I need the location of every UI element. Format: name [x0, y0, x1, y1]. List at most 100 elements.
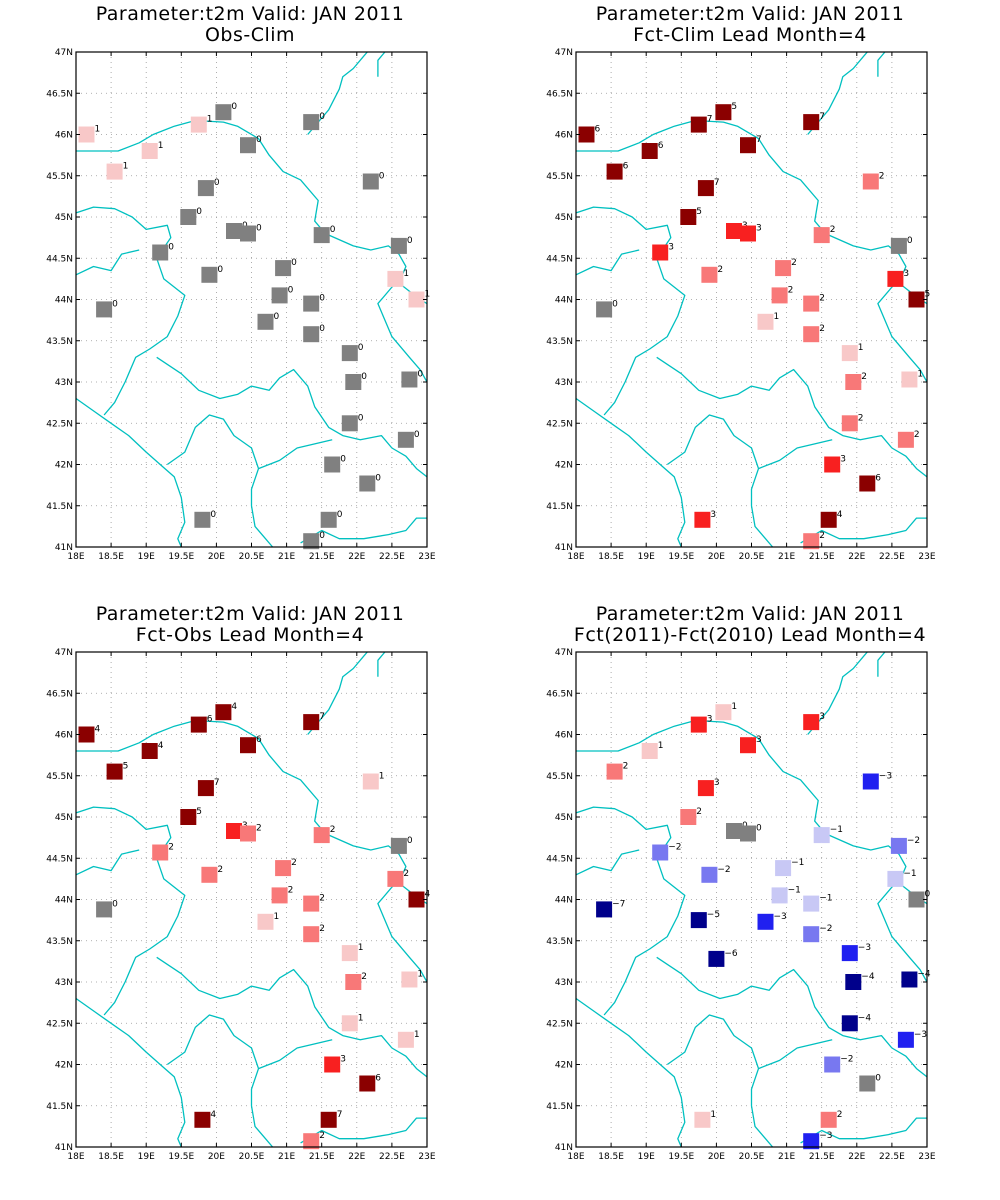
lat-tick-label: 43N	[55, 378, 73, 388]
station-value-label: 5	[696, 207, 702, 217]
station-marker	[820, 511, 837, 528]
panel-title-line2: Obs-Clim	[204, 24, 296, 46]
axis-ticks: 18E 18.5E 19E 19.5E 20E 20.5E 21E 21.5E 22E 22.5E…	[46, 48, 436, 562]
station-marker	[271, 287, 288, 304]
border-line	[877, 651, 886, 677]
map-panel-2: Parameter:t2m Valid: JAN 2011 Fct-Clim L…	[520, 4, 980, 584]
station-value-label: 2	[361, 972, 367, 982]
lat-tick-label: 46N	[555, 131, 573, 141]
station-value-label: 6	[623, 162, 629, 172]
station-value-label: 5	[196, 807, 202, 817]
station-value-label: 7	[714, 178, 720, 188]
border-line	[656, 356, 928, 478]
station-marker	[397, 431, 414, 448]
panel-title-line1: Parameter:t2m Valid: JAN 2011	[95, 3, 405, 25]
station-value-label: 0	[256, 224, 262, 234]
station-marker	[390, 237, 407, 254]
station-value-label: −1	[788, 885, 801, 895]
lat-tick-label: 47N	[55, 648, 73, 658]
station-marker	[201, 266, 218, 283]
lat-tick-label: 42N	[55, 1061, 73, 1071]
station-marker	[180, 809, 197, 825]
lon-tick-label: 22E	[348, 1152, 365, 1162]
lon-tick-label: 19E	[638, 552, 655, 562]
lat-tick-label: 44.5N	[546, 254, 573, 264]
station-marker	[740, 225, 756, 242]
border-line	[575, 849, 640, 876]
lon-tick-label: 18E	[567, 1152, 584, 1162]
station-value-label: 0	[217, 265, 223, 275]
station-value-label: 2	[788, 285, 794, 295]
station-marker	[803, 295, 820, 312]
station-value-label: 1	[274, 912, 280, 922]
station-marker	[303, 895, 320, 912]
station-value-label: 3	[840, 455, 846, 465]
lat-tick-label: 43.5N	[46, 937, 73, 947]
station-value-label: 0	[330, 225, 336, 235]
station-value-label: −1	[819, 894, 832, 904]
station-value-label: 6	[658, 141, 664, 151]
station-marker	[641, 743, 658, 759]
lon-tick-label: 18E	[567, 552, 584, 562]
station-marker	[341, 415, 358, 432]
lat-tick-label: 45N	[555, 813, 573, 823]
station-value-label: 4	[95, 725, 101, 735]
station-value-label: 4	[158, 741, 164, 751]
border-line	[758, 439, 833, 470]
lat-tick-label: 45N	[55, 213, 73, 223]
lat-tick-label: 47N	[555, 648, 573, 658]
border-line	[877, 882, 928, 983]
station-marker	[690, 716, 707, 733]
lat-tick-label: 45.5N	[546, 172, 573, 182]
border-line	[758, 1039, 833, 1070]
station-marker	[215, 704, 232, 721]
station-value-label: −3	[774, 912, 787, 922]
station-marker	[771, 287, 788, 304]
station-marker	[106, 163, 123, 180]
station-marker	[813, 827, 830, 844]
lat-tick-label: 44N	[55, 896, 73, 906]
station-value-label: 0	[907, 236, 913, 246]
station-value-label: 1	[417, 970, 423, 980]
station-value-label: 0	[288, 285, 294, 295]
station-marker	[859, 475, 876, 492]
station-value-label: 3	[710, 510, 716, 520]
border-line	[300, 1117, 427, 1144]
station-marker	[257, 913, 274, 930]
station-value-label: 2	[288, 885, 294, 895]
station-marker	[180, 209, 197, 225]
map-plot: 111100000000000001100000000000000018E18.…	[46, 48, 436, 562]
border-line	[575, 249, 640, 276]
station-marker	[606, 163, 623, 180]
station-marker	[697, 180, 714, 197]
station-value-label: 2	[819, 531, 825, 541]
station-marker	[408, 891, 425, 908]
country-borders	[75, 51, 428, 548]
lat-tick-label: 46N	[55, 131, 73, 141]
station-value-label: −7	[612, 899, 625, 909]
station-marker	[694, 511, 711, 528]
border-line	[666, 414, 774, 548]
station-value-label: 7	[819, 112, 825, 122]
station-value-label: 0	[231, 102, 237, 112]
station-markers: 4546467753222221024022121211136472	[78, 702, 431, 1150]
station-value-label: 2	[717, 265, 723, 275]
station-marker	[387, 870, 404, 887]
station-marker	[578, 126, 595, 143]
station-value-label: 0	[291, 258, 297, 268]
lon-tick-label: 21.5E	[809, 1152, 835, 1162]
station-marker	[596, 901, 613, 918]
station-value-label: 0	[210, 510, 216, 520]
station-marker	[680, 809, 697, 825]
station-value-label: 2	[819, 324, 825, 334]
station-marker	[694, 1111, 711, 1128]
station-marker	[803, 714, 820, 731]
station-marker	[908, 891, 925, 908]
station-value-label: 4	[231, 702, 237, 712]
station-value-label: 2	[830, 225, 836, 235]
lat-tick-label: 45.5N	[46, 172, 73, 182]
station-value-label: −2	[819, 924, 832, 934]
lat-tick-label: 42.5N	[46, 1019, 73, 1029]
border-line	[156, 356, 428, 478]
lon-tick-label: 18.5E	[598, 552, 624, 562]
